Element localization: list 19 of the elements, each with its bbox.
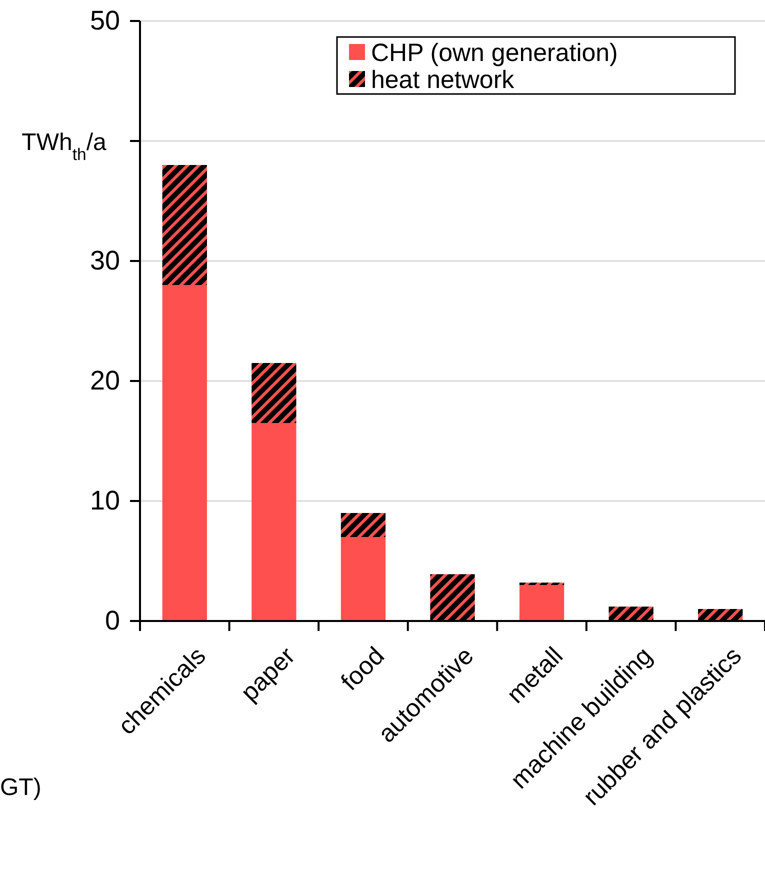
bar [252,363,296,423]
bar [608,606,654,621]
bar [340,513,386,537]
y-tick-label: 50 [90,6,120,36]
bar [162,285,207,621]
y-tick-label: 30 [90,246,120,276]
legend-label: CHP (own generation) [371,39,618,67]
bar [430,574,475,621]
bar [340,537,386,621]
y-tick-label: 10 [90,486,120,516]
y-tick-label: 0 [104,606,120,636]
y-tick-label: 20 [90,366,120,396]
y-axis-title: TWh$_{th}$/a [22,129,107,164]
text: GT) [0,774,42,801]
bar [698,609,743,621]
bar [519,585,564,621]
legend-label: heat network [371,66,515,94]
bar [252,423,296,621]
bar [162,165,207,285]
